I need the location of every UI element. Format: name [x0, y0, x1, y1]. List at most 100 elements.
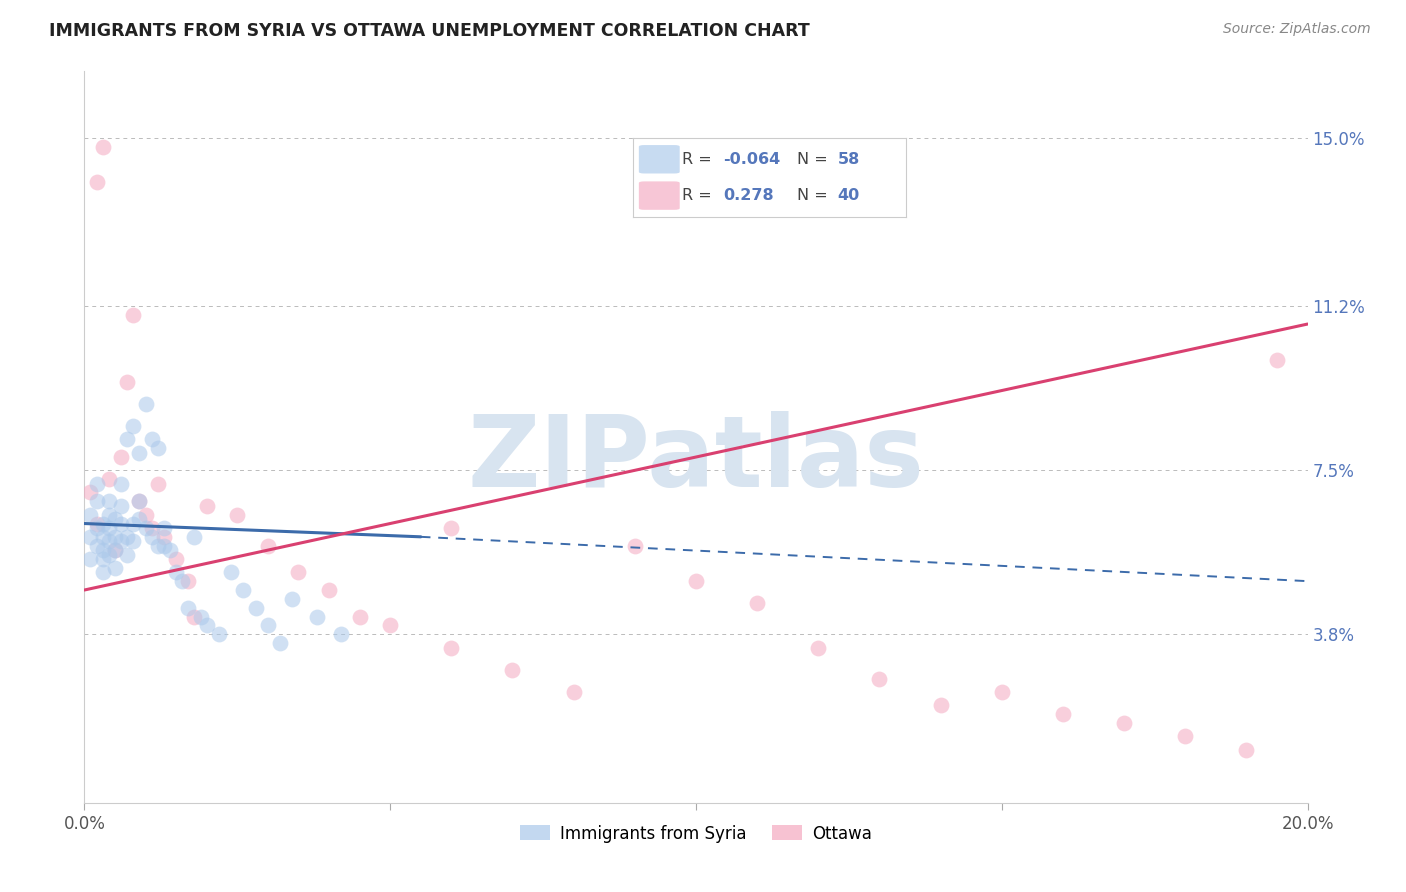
Point	[440, 640, 463, 655]
Point	[97, 494, 120, 508]
Point	[122, 516, 145, 531]
Text: Source: ZipAtlas.com: Source: ZipAtlas.com	[1223, 22, 1371, 37]
Text: -0.064: -0.064	[723, 152, 780, 167]
Point	[104, 543, 127, 558]
Point	[97, 521, 120, 535]
Point	[110, 450, 132, 464]
Point	[122, 419, 145, 434]
Point	[97, 534, 120, 549]
Point	[86, 521, 108, 535]
Point	[159, 543, 181, 558]
Point	[1174, 729, 1197, 743]
Point	[128, 445, 150, 459]
Point	[226, 508, 249, 522]
Text: 0.278: 0.278	[723, 188, 773, 203]
Point	[1236, 742, 1258, 756]
Point	[135, 397, 157, 411]
Point	[146, 539, 169, 553]
Point	[172, 574, 194, 589]
Point	[281, 591, 304, 606]
Point	[104, 512, 127, 526]
Point	[122, 308, 145, 322]
Point	[349, 609, 371, 624]
Point	[146, 441, 169, 455]
Point	[208, 627, 231, 641]
Point	[104, 543, 127, 558]
Text: R =: R =	[682, 152, 713, 167]
Point	[165, 552, 187, 566]
Point	[86, 516, 108, 531]
Point	[245, 600, 267, 615]
Point	[318, 582, 340, 597]
Point	[97, 508, 120, 522]
Point	[153, 521, 176, 535]
Point	[153, 530, 176, 544]
Point	[1052, 707, 1074, 722]
Point	[91, 530, 114, 544]
Text: R =: R =	[682, 188, 713, 203]
Point	[232, 582, 254, 597]
Point	[177, 574, 200, 589]
Point	[128, 494, 150, 508]
Point	[110, 499, 132, 513]
Point	[104, 561, 127, 575]
Point	[685, 574, 707, 589]
Point	[141, 432, 163, 446]
Legend: Immigrants from Syria, Ottawa: Immigrants from Syria, Ottawa	[513, 818, 879, 849]
Point	[135, 521, 157, 535]
Point	[624, 539, 647, 553]
Point	[747, 596, 769, 610]
Point	[91, 516, 114, 531]
Point	[257, 618, 280, 632]
Point	[183, 609, 205, 624]
Point	[141, 521, 163, 535]
Point	[502, 663, 524, 677]
Point	[86, 539, 108, 553]
Point	[110, 534, 132, 549]
Point	[86, 175, 108, 189]
Point	[91, 543, 114, 558]
Point	[122, 534, 145, 549]
Point	[141, 530, 163, 544]
Point	[79, 508, 101, 522]
Point	[807, 640, 830, 655]
Point	[97, 472, 120, 486]
Point	[79, 530, 101, 544]
Point	[929, 698, 952, 713]
Point	[195, 499, 218, 513]
Point	[380, 618, 402, 632]
Text: N =: N =	[797, 188, 828, 203]
Point	[257, 539, 280, 553]
Point	[183, 530, 205, 544]
Point	[991, 685, 1014, 699]
Point	[190, 609, 212, 624]
FancyBboxPatch shape	[638, 145, 679, 173]
FancyBboxPatch shape	[638, 181, 679, 210]
Text: IMMIGRANTS FROM SYRIA VS OTTAWA UNEMPLOYMENT CORRELATION CHART: IMMIGRANTS FROM SYRIA VS OTTAWA UNEMPLOY…	[49, 22, 810, 40]
Point	[91, 139, 114, 153]
Point	[79, 552, 101, 566]
Point	[115, 375, 138, 389]
Point	[97, 548, 120, 562]
Point	[128, 512, 150, 526]
Point	[110, 476, 132, 491]
Point	[440, 521, 463, 535]
Point	[86, 494, 108, 508]
Point	[269, 636, 291, 650]
Point	[146, 476, 169, 491]
Point	[562, 685, 585, 699]
Point	[165, 566, 187, 580]
Text: 40: 40	[838, 188, 860, 203]
Point	[287, 566, 309, 580]
Point	[1265, 352, 1288, 367]
Text: 58: 58	[838, 152, 860, 167]
Point	[869, 672, 891, 686]
Point	[128, 494, 150, 508]
Point	[79, 485, 101, 500]
Point	[86, 476, 108, 491]
Point	[195, 618, 218, 632]
Point	[1114, 716, 1136, 731]
Point	[115, 432, 138, 446]
Text: N =: N =	[797, 152, 828, 167]
Text: ZIPatlas: ZIPatlas	[468, 410, 924, 508]
